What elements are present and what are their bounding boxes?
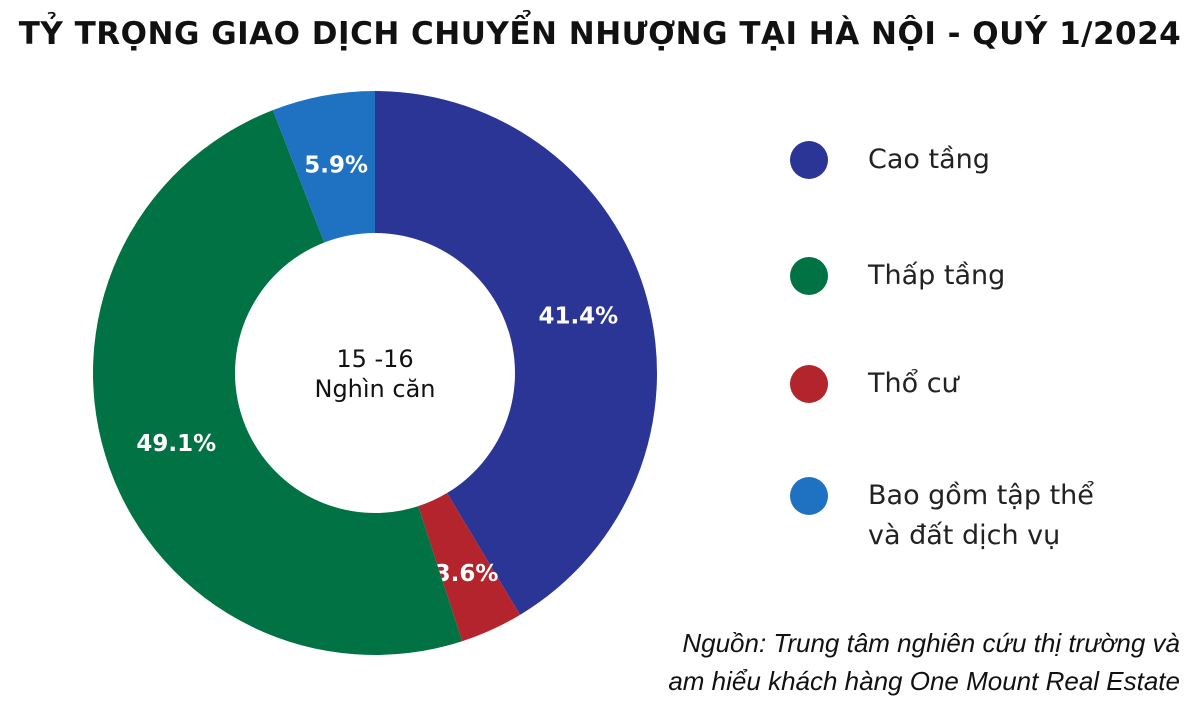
center-label-line-1: 15 -16 [336,345,413,373]
source-note: Nguồn: Trung tâm nghiên cứu thị trường v… [620,624,1180,700]
slice-label-2: 49.1% [136,431,216,457]
slice-0 [375,91,657,615]
legend-swatch-tho-cu [790,365,828,403]
legend-swatch-bao-gom [790,477,828,515]
legend-label-bao-gom: Bao gồm tập thể và đất dịch vụ [868,476,1094,556]
legend-label-cao-tang: Cao tầng [868,144,990,175]
slice-label-1: 3.6% [435,561,499,587]
legend-swatch-cao-tang [790,141,828,179]
legend-label-thap-tang: Thấp tầng [868,260,1006,291]
chart-title: TỶ TRỌNG GIAO DỊCH CHUYỂN NHƯỢNG TẠI HÀ … [18,16,1182,52]
legend-label-tho-cu: Thổ cư [868,368,959,399]
legend-label-bao-gom-line1: Bao gồm tập thể [868,480,1094,511]
center-label-line-2: Nghìn căn [314,375,435,403]
source-line-2: am hiểu khách hàng One Mount Real Estate [668,666,1180,696]
slice-label-3: 5.9% [304,153,368,179]
legend-swatch-thap-tang [790,257,828,295]
slice-label-0: 41.4% [538,304,618,330]
source-line-1: Nguồn: Trung tâm nghiên cứu thị trường v… [682,628,1180,658]
slice-3 [272,91,375,243]
legend-label-bao-gom-line2: và đất dịch vụ [868,520,1061,551]
slice-2 [93,110,463,655]
slice-1 [418,493,521,642]
